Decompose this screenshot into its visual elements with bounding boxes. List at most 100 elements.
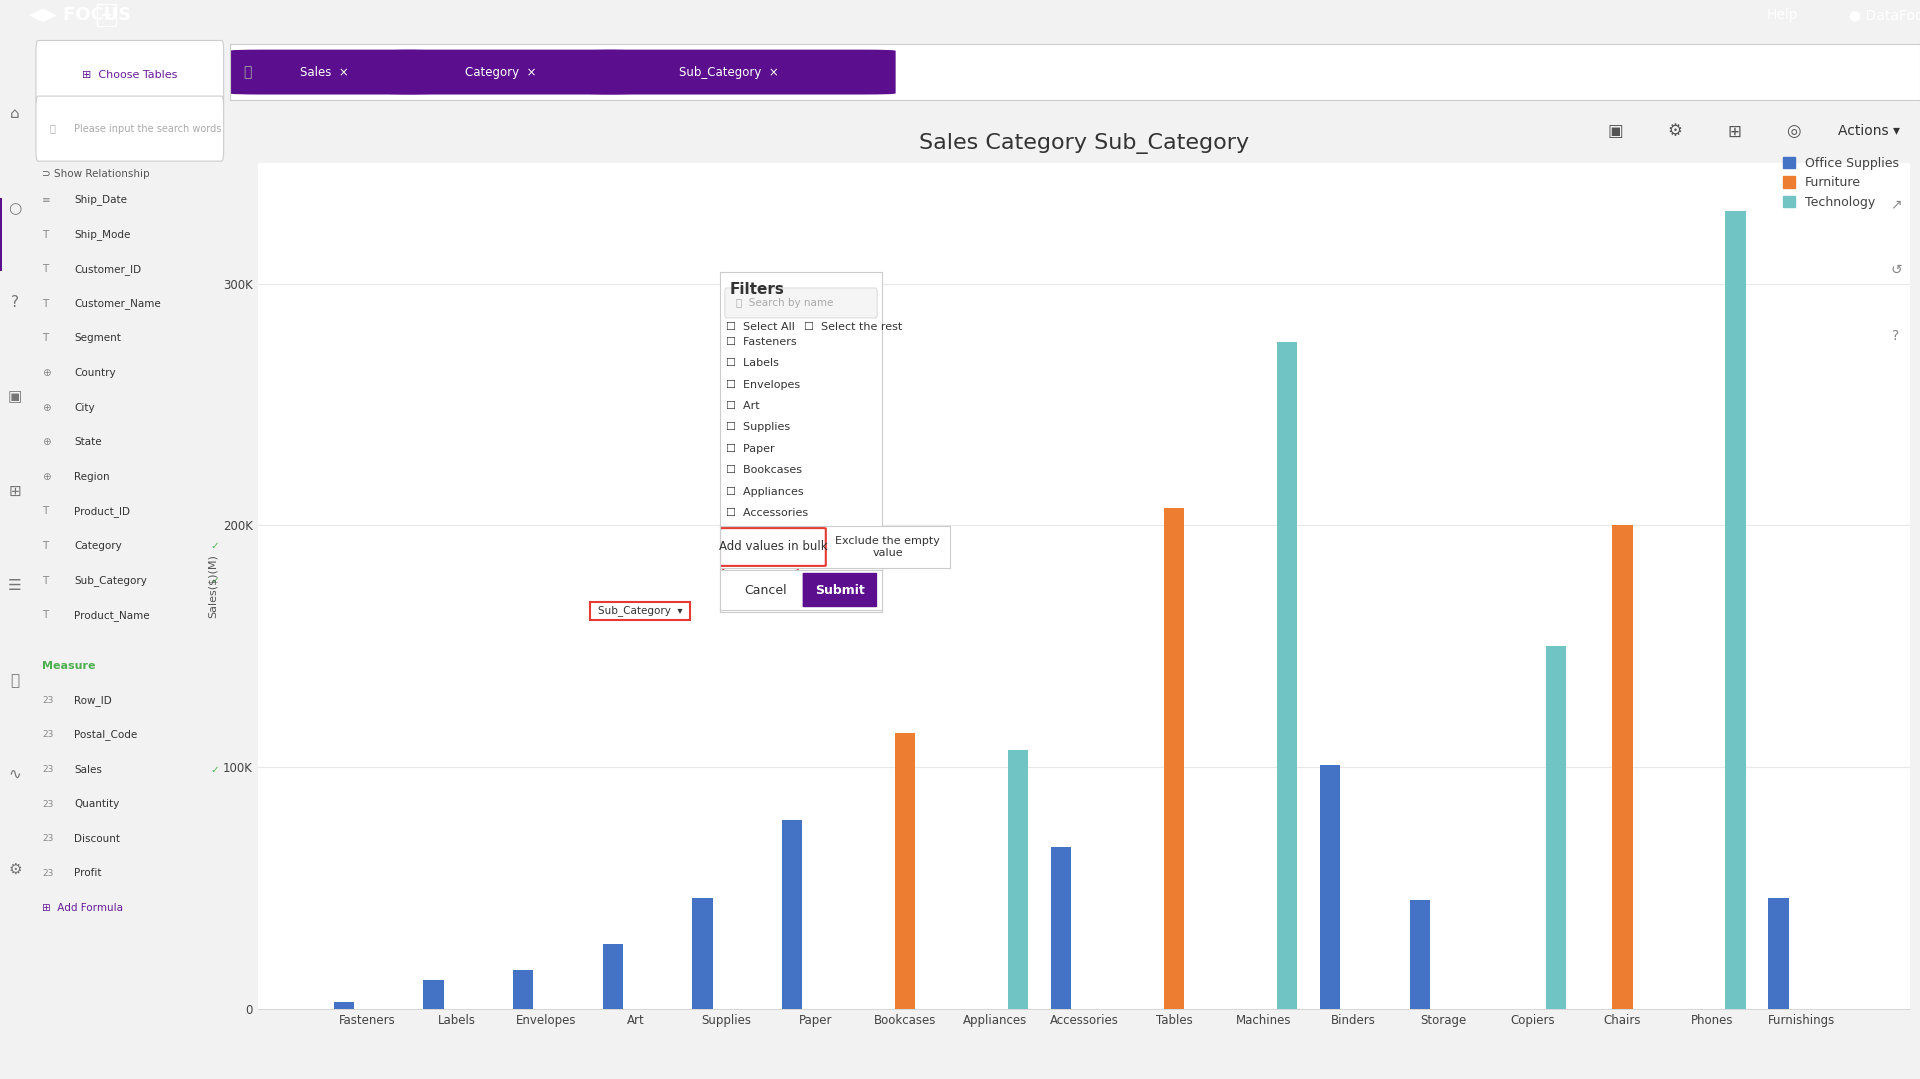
Text: 🔍: 🔍 — [50, 124, 56, 134]
Text: ☐  Binders: ☐ Binders — [726, 572, 785, 583]
Text: ● DataFocus ♥: ● DataFocus ♥ — [1849, 8, 1920, 22]
FancyBboxPatch shape — [36, 96, 223, 161]
Bar — [1726, 211, 1745, 1009]
Text: ⚙: ⚙ — [8, 862, 21, 877]
Bar — [603, 944, 622, 1009]
Text: Ship_Date: Ship_Date — [73, 194, 127, 205]
Text: Sales  ×: Sales × — [300, 66, 349, 79]
Text: T: T — [42, 230, 48, 240]
Text: T: T — [42, 264, 48, 274]
Text: T: T — [42, 506, 48, 517]
Text: Quantity: Quantity — [73, 800, 119, 809]
Bar — [1277, 342, 1298, 1009]
Bar — [1768, 898, 1789, 1009]
Text: +: + — [100, 8, 113, 23]
Text: ⊃ Show Relationship: ⊃ Show Relationship — [42, 168, 150, 179]
Text: ☐  Accessories: ☐ Accessories — [726, 508, 808, 518]
Text: ☐  Machines: ☐ Machines — [726, 551, 797, 561]
Text: ≡: ≡ — [42, 195, 50, 205]
FancyBboxPatch shape — [230, 50, 432, 95]
Text: 🔍: 🔍 — [244, 65, 252, 79]
Text: T: T — [42, 611, 48, 620]
Bar — [781, 820, 803, 1009]
Text: ✓: ✓ — [211, 576, 219, 586]
Bar — [895, 734, 916, 1009]
Text: T: T — [42, 576, 48, 586]
Text: Product_ID: Product_ID — [73, 506, 131, 517]
Bar — [1050, 847, 1071, 1009]
Bar — [1008, 750, 1029, 1009]
Text: Product_Name: Product_Name — [73, 610, 150, 620]
FancyBboxPatch shape — [586, 50, 895, 95]
Text: Sub_Category  ×: Sub_Category × — [680, 66, 780, 79]
Text: ↗: ↗ — [1889, 197, 1903, 211]
FancyBboxPatch shape — [720, 528, 826, 565]
Text: ⊞: ⊞ — [8, 484, 21, 500]
Text: ⊕: ⊕ — [42, 437, 50, 448]
Text: ⊕: ⊕ — [42, 472, 50, 482]
Text: ☐  Select All: ☐ Select All — [726, 322, 795, 332]
Bar — [1319, 765, 1340, 1009]
FancyBboxPatch shape — [386, 50, 634, 95]
Bar — [1613, 525, 1632, 1009]
Text: 23: 23 — [42, 765, 54, 774]
Text: ▣: ▣ — [1607, 122, 1624, 140]
Text: 23: 23 — [42, 834, 54, 844]
Text: ⊕: ⊕ — [42, 368, 50, 378]
Text: ☰: ☰ — [8, 578, 21, 593]
Text: Sub_Category  ▾: Sub_Category ▾ — [597, 605, 682, 616]
Text: ☐  Envelopes: ☐ Envelopes — [726, 380, 801, 390]
Text: Discount: Discount — [73, 834, 119, 844]
Text: 23: 23 — [42, 730, 54, 739]
Text: Country: Country — [73, 368, 115, 378]
Text: Region: Region — [73, 472, 109, 482]
Text: 👤: 👤 — [10, 673, 19, 688]
Text: Customer_ID: Customer_ID — [73, 263, 140, 275]
Bar — [513, 970, 534, 1009]
Text: ☐  Supplies: ☐ Supplies — [726, 422, 791, 433]
Text: Exclude the empty
value: Exclude the empty value — [835, 536, 941, 558]
Text: T: T — [42, 333, 48, 343]
Text: Help: Help — [1766, 8, 1797, 22]
Text: ☐  Paper: ☐ Paper — [726, 443, 776, 454]
Title: Sales Category Sub_Category: Sales Category Sub_Category — [920, 133, 1250, 154]
Text: ⊞: ⊞ — [1728, 122, 1741, 140]
Text: ?: ? — [12, 296, 19, 311]
Text: T: T — [42, 541, 48, 551]
Text: Row_ID: Row_ID — [73, 695, 111, 706]
Text: Configure  >: Configure > — [801, 570, 876, 583]
Text: 🔍  Search by name: 🔍 Search by name — [735, 298, 833, 308]
Text: ◀▶ FOCUS: ◀▶ FOCUS — [29, 6, 131, 24]
Text: ⌂: ⌂ — [10, 107, 19, 122]
Text: Cancel: Cancel — [745, 584, 787, 597]
Text: ☐  Select the rest: ☐ Select the rest — [804, 322, 902, 332]
Text: ◎: ◎ — [1786, 122, 1801, 140]
Text: ☐  Tables: ☐ Tables — [726, 530, 778, 540]
Text: Segment: Segment — [73, 333, 121, 343]
Text: State: State — [73, 437, 102, 448]
Bar — [0, 197, 2, 271]
Y-axis label: Sales($)(M): Sales($)(M) — [207, 554, 217, 618]
FancyBboxPatch shape — [724, 561, 799, 593]
Text: T: T — [42, 299, 48, 309]
Text: ☐  Fasteners: ☐ Fasteners — [726, 337, 797, 346]
Text: Measure: Measure — [42, 660, 96, 671]
Bar — [334, 1001, 353, 1009]
Bar — [1164, 508, 1185, 1009]
Text: Filters: Filters — [730, 283, 785, 297]
Text: ○: ○ — [8, 201, 21, 216]
Text: 23: 23 — [42, 696, 54, 705]
Text: 23: 23 — [42, 800, 54, 808]
Text: Sales: Sales — [73, 765, 102, 775]
Text: Category: Category — [73, 541, 121, 551]
Text: Please input the search words: Please input the search words — [73, 124, 221, 134]
Text: Postal_Code: Postal_Code — [73, 729, 136, 740]
Text: ↺: ↺ — [1889, 263, 1903, 277]
Text: 23: 23 — [42, 869, 54, 878]
Text: ☐  Art: ☐ Art — [726, 401, 760, 411]
Text: ▣: ▣ — [8, 390, 23, 405]
Text: ⊞  Add Formula: ⊞ Add Formula — [42, 903, 123, 913]
Text: Profit: Profit — [73, 869, 102, 878]
Text: Sort: Sort — [793, 596, 816, 609]
Text: Add values in bulk: Add values in bulk — [718, 541, 828, 554]
